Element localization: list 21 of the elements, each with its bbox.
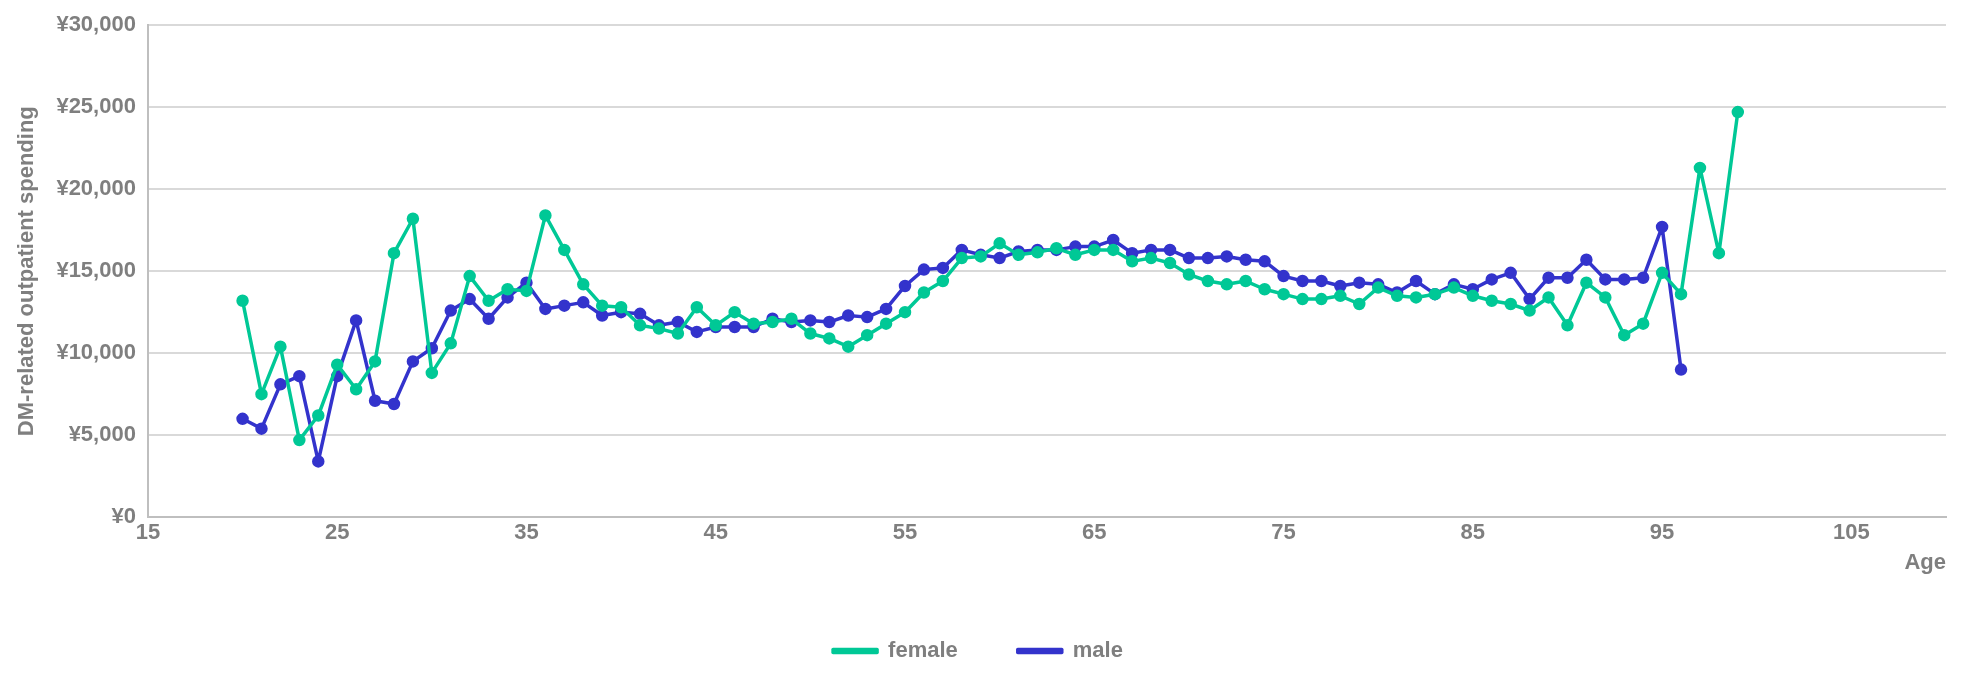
x-tick-label: 15 — [135, 519, 161, 545]
x-tick-label: 95 — [1649, 519, 1675, 545]
y-tick-label: ¥15,000 — [56, 257, 136, 283]
x-tick-label: 55 — [892, 519, 918, 545]
y-tick-label: ¥5,000 — [68, 421, 136, 447]
y-tick-label: ¥10,000 — [56, 339, 136, 365]
y-axis-title: DM-related outpatient spending — [13, 106, 39, 437]
x-axis-title: Age — [1904, 548, 1946, 574]
x-tick-label: 85 — [1460, 519, 1486, 545]
y-tick-label: ¥20,000 — [56, 175, 136, 201]
legend-label: male — [1072, 637, 1123, 663]
y-tick-label: ¥30,000 — [56, 11, 136, 37]
legend-label: female — [888, 637, 958, 663]
y-tick-label: ¥25,000 — [56, 93, 136, 119]
x-tick-label: 65 — [1082, 519, 1107, 545]
x-tick-label: 105 — [1833, 519, 1870, 545]
x-tick-label: 75 — [1271, 519, 1296, 545]
x-tick-label: 35 — [514, 519, 539, 545]
x-tick-label: 45 — [703, 519, 728, 545]
y-tick-label: ¥0 — [111, 503, 136, 529]
x-tick-label: 25 — [324, 519, 350, 545]
